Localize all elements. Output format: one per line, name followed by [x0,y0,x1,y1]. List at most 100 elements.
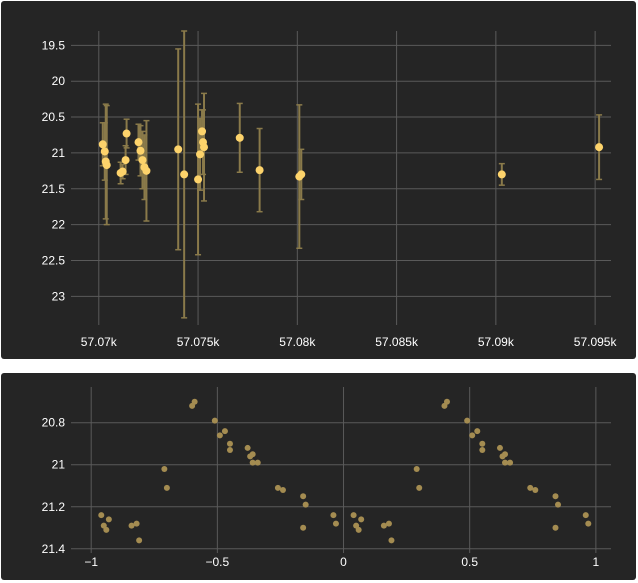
data-point[interactable] [98,140,107,149]
y-tick-label: 20.8 [42,416,66,430]
data-point[interactable] [300,493,307,500]
data-point[interactable] [330,512,337,519]
data-points [98,398,592,544]
data-point[interactable] [413,465,420,472]
x-tick-label: 0.5 [461,555,478,569]
data-point[interactable] [479,447,486,454]
data-point[interactable] [226,440,233,447]
data-point[interactable] [279,486,286,493]
x-tick-label: 57.075k [177,335,221,349]
data-point[interactable] [595,143,604,152]
data-point[interactable] [302,501,309,508]
data-point[interactable] [527,484,534,491]
data-point[interactable] [211,417,218,424]
data-point[interactable] [133,520,140,527]
x-tick-label: 57.095k [574,335,618,349]
data-point[interactable] [200,143,209,152]
data-point[interactable] [244,444,251,451]
y-tick-label: 22 [52,218,66,232]
data-point[interactable] [350,512,357,519]
data-point[interactable] [582,512,589,519]
x-tick-label: 57.08k [279,335,316,349]
data-point[interactable] [552,493,559,500]
x-tick-label: 57.09k [478,335,515,349]
y-tick-label: 19.5 [42,38,66,52]
data-point[interactable] [358,516,365,523]
data-point[interactable] [464,417,471,424]
data-point[interactable] [585,520,592,527]
data-point[interactable] [226,447,233,454]
data-point[interactable] [502,451,509,458]
data-point[interactable] [496,444,503,451]
data-point[interactable] [388,537,395,544]
data-point[interactable] [161,465,168,472]
data-point[interactable] [502,459,509,466]
data-point[interactable] [255,166,264,175]
y-tick-label: 21.2 [42,500,66,514]
data-point[interactable] [469,432,476,439]
data-point[interactable] [216,432,223,439]
data-point[interactable] [198,127,207,136]
data-point[interactable] [98,512,105,519]
data-point[interactable] [249,451,256,458]
y-tick-label: 20.5 [42,110,66,124]
data-point[interactable] [355,526,362,533]
data-point[interactable] [300,524,307,531]
data-point[interactable] [136,537,143,544]
data-point[interactable] [105,516,112,523]
data-point[interactable] [532,486,539,493]
data-point[interactable] [136,146,145,155]
data-point[interactable] [479,440,486,447]
data-point[interactable] [102,161,111,170]
y-tick-label: 21.5 [42,182,66,196]
y-tick-label: 21 [52,458,66,472]
x-tick-label: −0.5 [206,555,230,569]
data-point[interactable] [174,145,183,154]
data-point[interactable] [254,459,261,466]
grid [71,31,611,325]
y-tick-label: 22.5 [42,253,66,267]
data-point[interactable] [103,526,110,533]
data-point[interactable] [122,129,131,138]
data-point[interactable] [385,520,392,527]
data-point[interactable] [134,138,143,147]
x-tick-label: 57.07k [81,335,118,349]
phase-folded-chart[interactable]: −1 −0.5 0 0.5 1 20.8 21 21.2 21.4 [1,373,636,580]
data-point[interactable] [138,156,147,165]
data-point[interactable] [507,459,514,466]
data-point[interactable] [163,484,170,491]
y-tick-label: 20 [52,74,66,88]
light-curve-chart[interactable]: 57.07k 57.075k 57.08k 57.085k 57.09k 57.095k 1… [1,1,636,359]
data-point[interactable] [249,459,256,466]
data-point[interactable] [380,522,387,529]
data-point[interactable] [552,524,559,531]
data-point[interactable] [118,167,127,176]
y-tick-label: 21.4 [42,542,66,556]
data-point[interactable] [274,484,281,491]
x-tick-label: 57.085k [375,335,419,349]
data-point[interactable] [474,428,481,435]
data-point[interactable] [555,501,562,508]
data-point[interactable] [221,428,228,435]
data-point[interactable] [443,398,450,405]
data-point[interactable] [128,522,135,529]
data-point[interactable] [100,147,109,156]
data-point[interactable] [191,398,198,405]
data-point[interactable] [497,170,506,179]
data-point[interactable] [332,520,339,527]
data-point[interactable] [194,175,203,184]
data-point[interactable] [121,156,130,165]
grid [71,387,611,553]
y-tick-label: 23 [52,289,66,303]
data-points [98,30,604,319]
data-point[interactable] [180,170,189,179]
data-point[interactable] [297,170,306,179]
data-point[interactable] [235,133,244,142]
x-tick-label: −1 [84,555,98,569]
data-point[interactable] [196,150,205,159]
data-point[interactable] [416,484,423,491]
x-tick-label: 0 [340,555,347,569]
data-point[interactable] [142,166,151,175]
x-tick-label: 1 [593,555,600,569]
y-tick-label: 21 [52,146,66,160]
